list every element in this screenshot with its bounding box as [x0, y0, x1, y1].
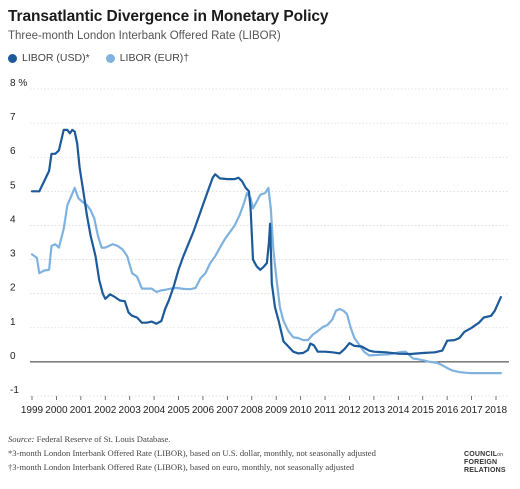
chart-notes: Source: Federal Reserve of St. Louis Dat… — [8, 432, 376, 474]
source-text: Federal Reserve of St. Louis Database. — [36, 434, 171, 444]
y-tick-label: 2 — [10, 283, 16, 294]
legend-item-usd: LIBOR (USD)* — [8, 52, 90, 64]
x-tick-label: 2007 — [216, 405, 239, 416]
x-tick-label: 2003 — [119, 405, 142, 416]
x-tick-label: 2006 — [192, 405, 215, 416]
y-tick-label: -1 — [10, 385, 19, 396]
x-tick-label: 2002 — [94, 405, 117, 416]
legend-dot-usd-icon — [8, 53, 17, 63]
legend-label-usd: LIBOR (USD)* — [22, 52, 90, 64]
cfr-logo: COUNCILon FOREIGN RELATIONS — [464, 451, 510, 475]
source-label: Source: — [8, 434, 35, 444]
x-tick-label: 2011 — [314, 405, 336, 416]
x-tick-label: 2009 — [265, 405, 288, 416]
logo-line-3: RELATIONS — [464, 467, 506, 474]
x-tick-label: 2000 — [45, 405, 68, 416]
x-tick-label: 2012 — [338, 405, 361, 416]
x-tick-label: 2004 — [143, 405, 166, 416]
y-tick-label: 3 — [10, 249, 16, 260]
x-tick-label: 2005 — [167, 405, 190, 416]
note-eur: †3-month London Interbank Offered Rate (… — [8, 462, 355, 472]
legend-label-eur: LIBOR (EUR)† — [119, 52, 190, 64]
legend-dot-eur-icon — [105, 53, 115, 63]
source-line: Source: Federal Reserve of St. Louis Dat… — [8, 432, 376, 446]
x-tick-label: 2016 — [436, 405, 459, 416]
y-tick-label: 1 — [10, 317, 16, 328]
x-tick-label: 2015 — [412, 405, 435, 416]
chart-legend: LIBOR (USD)* LIBOR (EUR)† — [8, 52, 205, 64]
x-tick-label: 2018 — [485, 405, 508, 416]
y-tick-label: 4 — [10, 214, 16, 225]
y-tick-label: 8 % — [10, 78, 27, 89]
logo-line-1: COUNCILon — [464, 451, 504, 458]
x-tick-label: 2001 — [70, 405, 93, 416]
legend-item-eur: LIBOR (EUR)† — [105, 52, 190, 64]
chart-subtitle: Three-month London Interbank Offered Rat… — [8, 30, 281, 42]
x-tick-label: 2010 — [290, 405, 313, 416]
chart-title: Transatlantic Divergence in Monetary Pol… — [8, 8, 329, 25]
y-tick-label: 5 — [10, 180, 16, 191]
y-tick-label: 7 — [10, 112, 16, 123]
x-tick-label: 2013 — [363, 405, 386, 416]
logo-line-2: FOREIGN — [464, 459, 498, 466]
y-tick-label: 0 — [10, 351, 16, 362]
y-tick-label: 6 — [10, 146, 16, 157]
x-tick-label: 1999 — [21, 405, 44, 416]
x-tick-label: 2008 — [241, 405, 264, 416]
series-line-usd — [30, 128, 502, 356]
x-tick-label: 2014 — [387, 405, 410, 416]
x-tick-label: 2017 — [460, 405, 483, 416]
note-usd: *3-month London Interbank Offered Rate (… — [8, 448, 376, 458]
series-line-eur — [30, 186, 502, 375]
